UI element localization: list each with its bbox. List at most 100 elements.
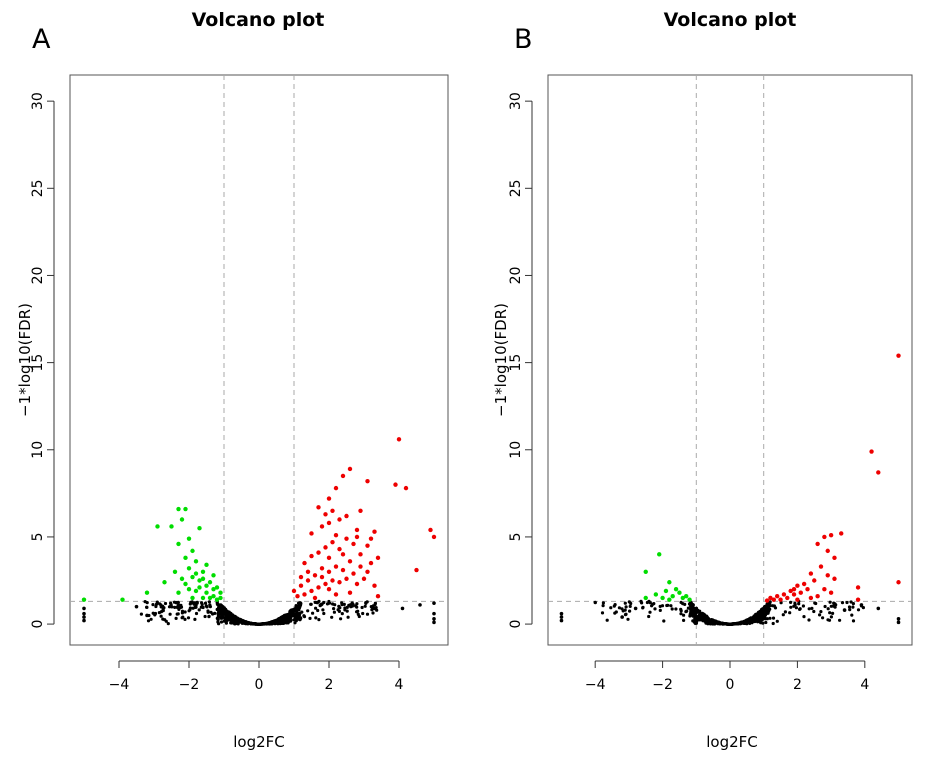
- ns-point: [691, 619, 695, 623]
- down-point: [179, 517, 185, 522]
- up-point: [354, 581, 360, 587]
- ns-point: [682, 613, 686, 617]
- ns-point: [620, 615, 624, 619]
- up-point: [839, 531, 844, 536]
- ns-point: [207, 614, 211, 619]
- ns-point: [238, 618, 242, 622]
- up-point: [431, 534, 437, 540]
- y-tick-label: 15: [30, 354, 46, 372]
- non-significant-points: [559, 599, 901, 626]
- ns-point: [662, 619, 666, 623]
- down-point: [81, 597, 87, 602]
- ns-point: [224, 621, 228, 625]
- ns-point: [208, 605, 212, 609]
- ns-point: [143, 600, 147, 604]
- ns-point: [262, 622, 266, 626]
- ns-point: [772, 604, 776, 608]
- ns-point: [337, 609, 341, 614]
- down-point: [193, 588, 199, 594]
- y-tick-label: 5: [508, 532, 524, 541]
- ns-point: [294, 619, 298, 623]
- ns-point: [688, 614, 692, 618]
- up-point: [344, 536, 349, 541]
- down-point: [214, 585, 220, 590]
- up-point: [337, 517, 342, 522]
- up-point: [319, 524, 325, 529]
- up-point: [815, 541, 820, 547]
- up-point: [330, 539, 335, 545]
- up-point: [351, 571, 356, 576]
- ns-point: [856, 608, 861, 612]
- up-point: [354, 534, 360, 540]
- y-tick-label: 20: [508, 267, 524, 285]
- ns-point: [295, 605, 299, 609]
- up-point: [781, 592, 787, 597]
- up-point: [337, 546, 342, 552]
- up-point: [855, 597, 861, 602]
- ns-point: [838, 618, 842, 622]
- up-point: [768, 595, 773, 601]
- ns-point: [188, 602, 192, 606]
- ns-point: [679, 609, 683, 613]
- ns-point: [200, 602, 204, 607]
- ns-point: [683, 602, 687, 607]
- down-point: [214, 597, 220, 602]
- ns-point: [827, 618, 832, 622]
- ns-point: [706, 622, 710, 626]
- up-point: [375, 593, 381, 599]
- ns-point: [207, 600, 211, 604]
- ns-point: [298, 603, 302, 607]
- ns-point: [845, 600, 849, 605]
- down-point: [190, 548, 195, 554]
- ns-point: [743, 621, 747, 626]
- ns-point: [206, 609, 210, 613]
- up-point: [354, 527, 360, 533]
- down-point: [204, 583, 209, 588]
- ns-point: [193, 601, 197, 605]
- up-point: [764, 598, 770, 603]
- ns-point: [797, 602, 801, 606]
- volcano-plot-a-svg: A Volcano plot −4 −2 0 2 4 0 5 10 15 20 25 30 log2F…: [16, 9, 449, 751]
- ns-point: [161, 609, 165, 613]
- ns-point: [145, 605, 149, 609]
- ns-point: [343, 608, 347, 612]
- up-point: [326, 587, 332, 592]
- volcano-panel-b: B Volcano plot −4 −2 0 2 4 0 5 10 15 20 25 30 log2F…: [468, 0, 935, 777]
- ns-point: [559, 611, 564, 616]
- down-point: [193, 559, 199, 564]
- ns-point: [82, 611, 86, 616]
- ns-point: [758, 618, 762, 623]
- ns-point: [623, 613, 628, 617]
- ns-point: [781, 613, 785, 617]
- ns-point: [761, 616, 765, 620]
- ns-point: [831, 604, 835, 608]
- down-point: [673, 587, 679, 592]
- ns-point: [821, 616, 825, 620]
- ns-point: [219, 612, 223, 616]
- up-point: [344, 513, 349, 519]
- ns-point: [350, 601, 354, 605]
- axes: −4 −2 0 2 4 0 5 10 15 20 25 30: [30, 92, 404, 693]
- ns-point: [309, 602, 313, 606]
- up-point: [319, 574, 325, 580]
- ns-point: [763, 613, 767, 617]
- ns-point: [191, 606, 195, 610]
- up-point: [808, 595, 814, 601]
- panel-label: A: [32, 24, 51, 55]
- ns-point: [340, 603, 344, 607]
- ns-point: [612, 604, 616, 608]
- ns-point: [325, 602, 330, 606]
- up-point: [330, 578, 335, 583]
- ns-point: [847, 605, 852, 609]
- up-point: [340, 567, 346, 573]
- ns-point: [775, 619, 779, 623]
- up-point: [333, 564, 339, 569]
- chart-title: Volcano plot: [192, 9, 325, 31]
- ns-point: [134, 604, 139, 609]
- up-point: [785, 595, 790, 601]
- ns-point: [175, 612, 179, 616]
- ns-point: [257, 622, 261, 626]
- ns-point: [833, 602, 837, 606]
- up-point: [309, 531, 314, 536]
- ns-point: [794, 606, 798, 610]
